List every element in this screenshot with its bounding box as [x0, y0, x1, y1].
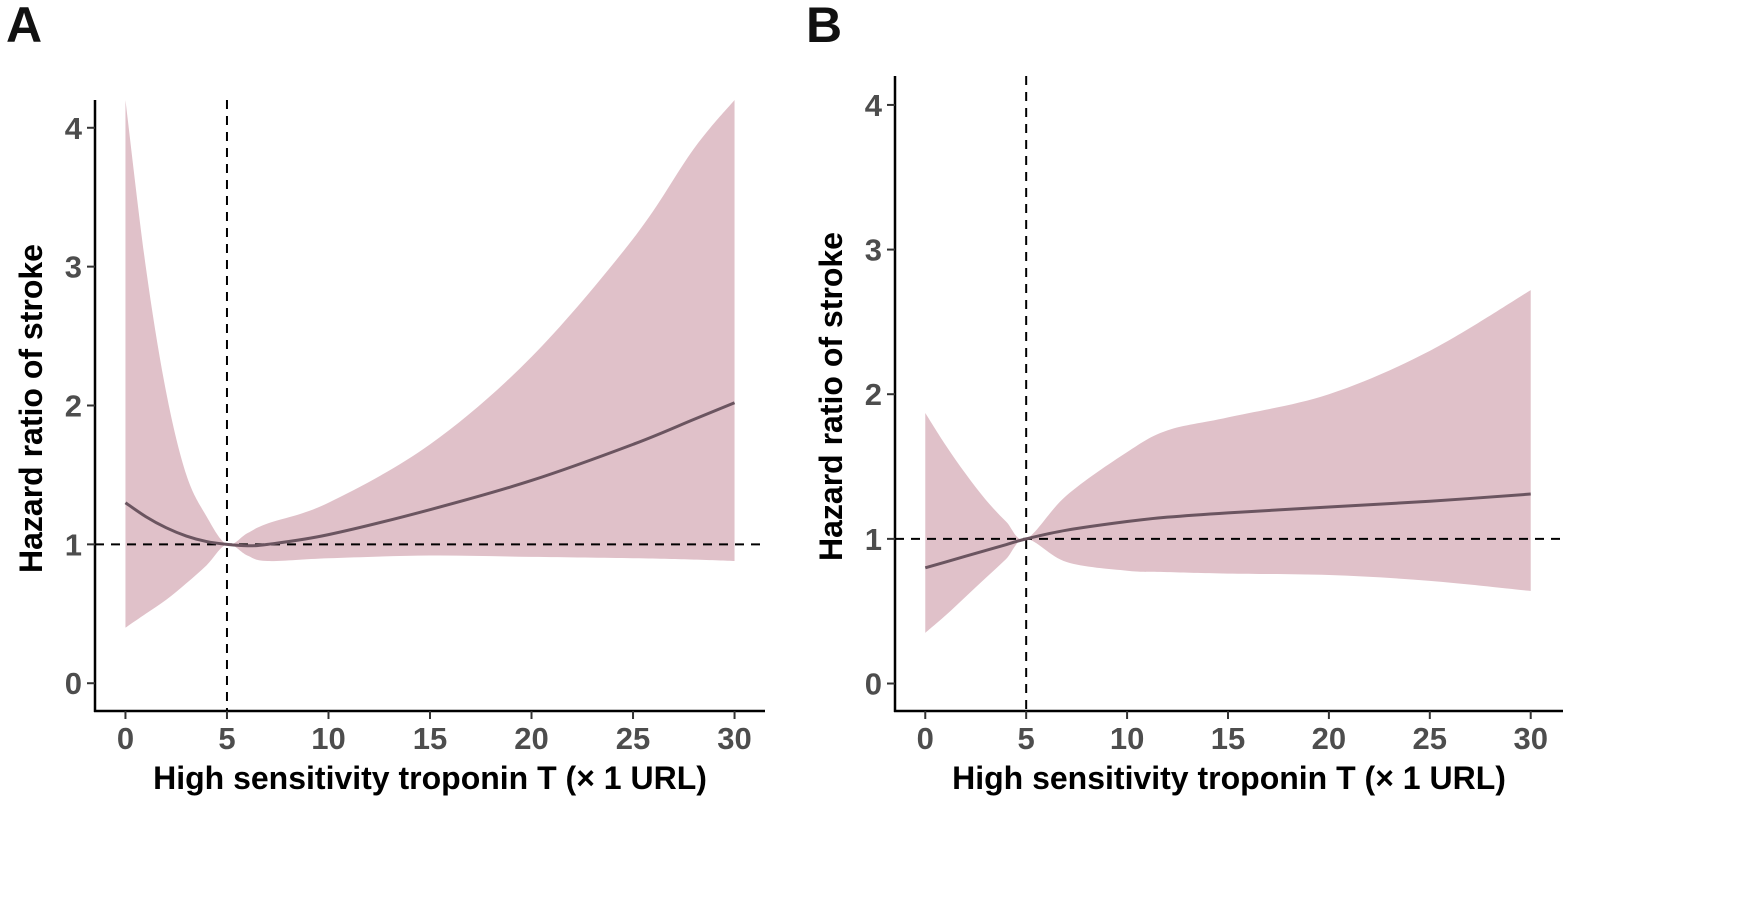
y-tick-label: 2	[65, 389, 82, 424]
hazard-ratio-line	[924, 492, 1531, 570]
y-axis-title: Hazard ratio of stroke	[13, 244, 49, 573]
x-tick-label: 5	[218, 721, 235, 756]
y-tick-label: 0	[865, 667, 882, 702]
panel-a: 0 5 10 15 20 25 30 0 1 2 3 4 High sensitivity tropon…	[6, 0, 765, 796]
y-axis-title: Hazard ratio of stroke	[813, 232, 849, 561]
confidence-band	[125, 100, 735, 628]
x-tick-label: 5	[1018, 721, 1035, 756]
x-axis-title: High sensitivity troponin T (× 1 URL)	[952, 760, 1506, 796]
hazard-ratio-line	[124, 401, 736, 548]
x-tick-label: 0	[117, 721, 134, 756]
x-tick-label: 30	[1513, 721, 1547, 756]
x-axis-title: High sensitivity troponin T (× 1 URL)	[153, 760, 707, 796]
panel-label: A	[6, 0, 42, 53]
y-tick-label: 0	[65, 666, 82, 701]
panel-label: B	[806, 0, 842, 53]
x-tick-label: 20	[514, 721, 548, 756]
x-tick-label: 20	[1312, 721, 1346, 756]
x-tick-label: 15	[413, 721, 447, 756]
y-tick-label: 4	[865, 88, 883, 123]
x-tick-label: 30	[717, 721, 751, 756]
y-tick-label: 1	[65, 527, 82, 562]
confidence-band	[925, 290, 1531, 633]
y-tick-label: 3	[865, 233, 882, 268]
y-tick-label: 3	[65, 250, 82, 285]
y-tick-label: 4	[65, 111, 83, 146]
x-tick-label: 25	[616, 721, 650, 756]
x-tick-label: 0	[917, 721, 934, 756]
x-tick-label: 25	[1413, 721, 1447, 756]
y-tick-label: 2	[865, 377, 882, 412]
x-tick-label: 10	[1110, 721, 1144, 756]
x-tick-label: 10	[311, 721, 345, 756]
panel-b: 0 5 10 15 20 25 30 0 1 2 3 4 High sensitivity tropon…	[806, 0, 1563, 796]
y-tick-label: 1	[865, 522, 882, 557]
x-tick-label: 15	[1211, 721, 1245, 756]
